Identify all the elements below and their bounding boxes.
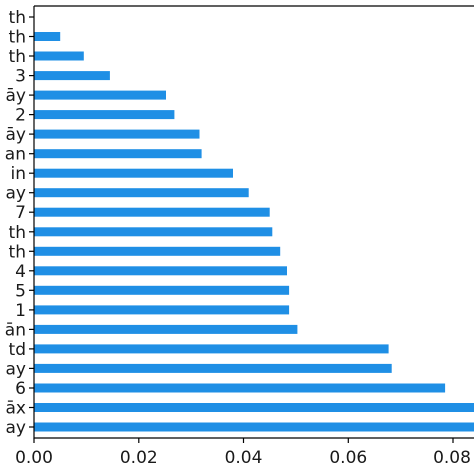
bar-0 xyxy=(34,422,474,432)
y-tick-label: th xyxy=(9,223,26,243)
bar-17 xyxy=(34,90,166,100)
y-tick-label: 2 xyxy=(15,106,26,126)
x-ticks-layer: 0.00 0.02 0.04 0.06 0.08 xyxy=(15,438,471,468)
y-tick-label: ān xyxy=(5,320,26,340)
y-tick-label: āx xyxy=(6,399,26,419)
bar-4 xyxy=(34,344,389,354)
bar-19 xyxy=(34,51,84,61)
y-tick-label: th xyxy=(9,8,26,28)
bar-11 xyxy=(34,207,270,217)
bar-14 xyxy=(34,149,202,159)
y-tick-label: 4 xyxy=(15,262,26,282)
x-tick-label: 0.08 xyxy=(433,448,471,468)
y-tick-label: 5 xyxy=(15,281,26,301)
y-tick-label: ay xyxy=(6,359,26,379)
y-tick-label: an xyxy=(5,145,26,165)
bar-15 xyxy=(34,129,200,139)
bar-20 xyxy=(34,32,61,41)
bar-18 xyxy=(34,71,110,81)
y-tick-label: ay xyxy=(6,184,26,204)
bar-1 xyxy=(34,403,474,412)
bar-10 xyxy=(34,227,273,237)
y-tick-label: td xyxy=(9,340,26,360)
bar-7 xyxy=(34,285,290,295)
y-tick-label: āy xyxy=(6,125,26,145)
y-tick-label: 7 xyxy=(15,203,26,223)
plot-frame xyxy=(33,5,474,439)
bar-16 xyxy=(34,110,175,120)
y-tick-label: in xyxy=(11,164,27,184)
bar-8 xyxy=(34,266,287,276)
y-tick-label: th xyxy=(9,242,26,262)
bars-layer xyxy=(34,32,474,432)
y-tick-label: āy xyxy=(6,86,26,106)
bar-12 xyxy=(34,188,249,198)
y-tick-label: 6 xyxy=(15,379,26,399)
y-tick-label: th xyxy=(9,47,26,67)
bar-6 xyxy=(34,305,290,315)
x-tick-label: 0.06 xyxy=(329,448,367,468)
y-tick-label: 1 xyxy=(15,301,26,321)
x-tick-label: 0.00 xyxy=(15,448,53,468)
bar-13 xyxy=(34,168,233,178)
bar-9 xyxy=(34,246,281,256)
y-tick-label: 3 xyxy=(15,67,26,87)
y-tick-label: th xyxy=(9,28,26,48)
bar-5 xyxy=(34,324,298,334)
y-tick-label: ay xyxy=(6,418,26,438)
x-tick-label: 0.04 xyxy=(225,448,263,468)
x-tick-label: 0.02 xyxy=(120,448,158,468)
bar-3 xyxy=(34,363,392,373)
bar-2 xyxy=(34,383,446,393)
